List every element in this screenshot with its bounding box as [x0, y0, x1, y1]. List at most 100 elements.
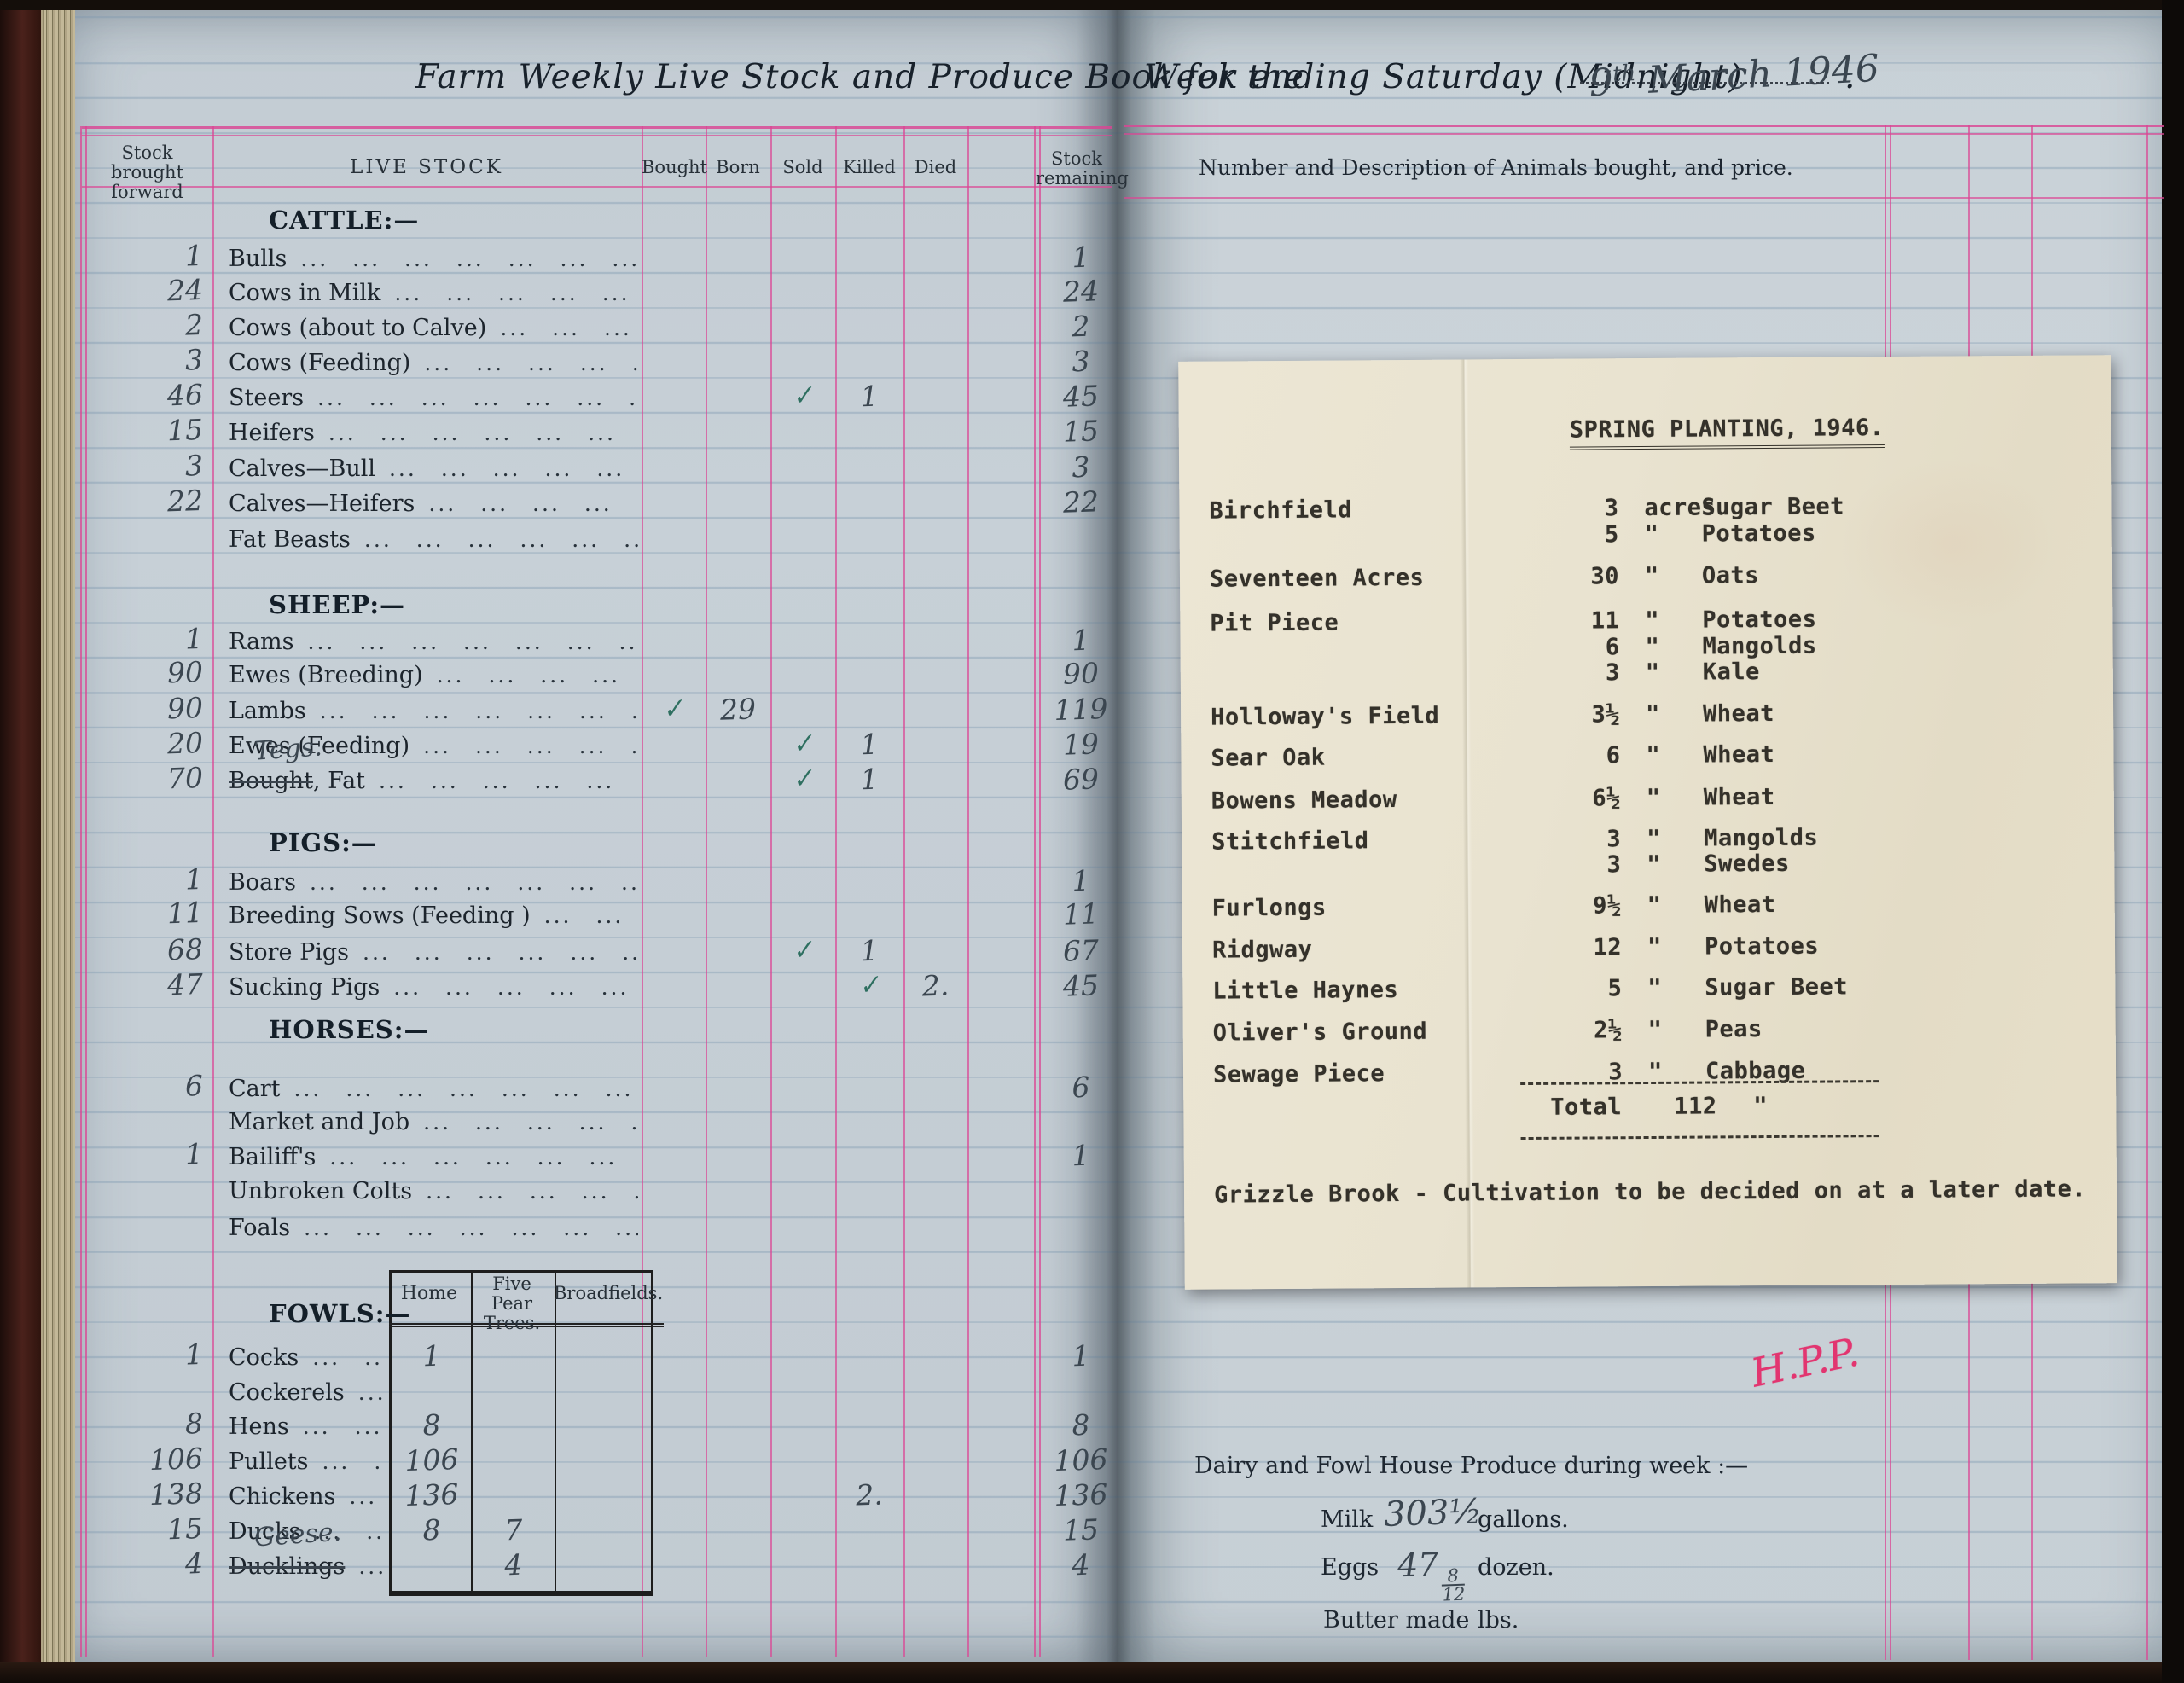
- ledger-cell-died: 2.: [921, 968, 950, 1003]
- note-unit: ": [1645, 606, 1660, 635]
- label-text: Cows (about to Calve): [229, 315, 487, 341]
- section-heading: FOWLS:—: [269, 1299, 411, 1328]
- label-text: Cockerels: [229, 1379, 345, 1406]
- dot-leader: ... ... ... ... ... ... ... ... ... ... …: [319, 699, 638, 723]
- vline-spare-left: [967, 126, 969, 1657]
- note-unit: ": [1647, 974, 1663, 1002]
- vline-money-4: [2146, 125, 2148, 1660]
- handwritten-correction: Geese.: [253, 1517, 343, 1553]
- ledger-row-label: Heifers ... ... ... ... ... ... ... ... .…: [229, 415, 638, 451]
- label-text: Hens: [229, 1413, 289, 1440]
- ledger-row-label: Ewes (Feeding) ... ... ... ... ... ... ..…: [229, 728, 638, 764]
- dot-leader: ... ... ... ... ... ... ... ... ... ... …: [312, 1345, 382, 1370]
- ledger-row-label: Sucking Pigs ... ... ... ... ... ... ... …: [229, 970, 638, 1006]
- handwritten-correction: Tegs.: [253, 732, 323, 767]
- vline-remaining-left: [1034, 126, 1041, 1657]
- note-unit: ": [1644, 520, 1659, 548]
- ledger-cell-bf: 11: [166, 895, 204, 931]
- dot-leader: ... ... ... ... ... ... ... ... ... ... …: [394, 281, 638, 305]
- colhead-killed: Killed: [843, 157, 896, 177]
- label-text: Sucking Pigs: [229, 974, 380, 1001]
- dot-leader: ... ... ... ... ... ... ... ... ... ... …: [293, 1077, 638, 1101]
- produce-heading: Dairy and Fowl House Produce during week…: [1194, 1453, 1749, 1479]
- ledger-row-label: Cows in Milk ... ... ... ... ... ... ... …: [229, 276, 638, 311]
- dot-leader: ... ... ... ... ... ... ... ... ... ... …: [363, 527, 638, 552]
- book-title-right: Week ending Saturday (Midnight): [1144, 58, 1743, 96]
- colhead-died: Died: [914, 157, 957, 177]
- produce-milk-label: Milk: [1321, 1506, 1374, 1533]
- dot-leader: ... ... ... ... ... ... ... ... ... ... …: [428, 491, 638, 516]
- ledger-row-label: Bailiff's ... ... ... ... ... ... ... ...…: [229, 1140, 638, 1175]
- dot-leader: ... ... ... ... ... ... ... ... ... ... …: [357, 1380, 382, 1405]
- ledger-row-label: Pullets ... ... ... ... ... ... ... ... .…: [229, 1444, 382, 1480]
- note-unit: ": [1646, 741, 1661, 769]
- note-field-name: Bowens Meadow: [1211, 786, 1397, 815]
- ledger-cell-home: 106: [404, 1442, 460, 1478]
- ledger-cell-killed: 1: [859, 762, 880, 797]
- label-text: Calves—Heifers: [229, 490, 415, 517]
- label-text: Steers: [229, 385, 305, 411]
- top-rule-right-2: [1124, 133, 2164, 135]
- fowl-table-divider-2: [555, 1273, 556, 1591]
- ledger-cell-bf: 1: [184, 1136, 204, 1171]
- ledger-row-label: Chickens ... ... ... ... ... ... ... ... …: [229, 1479, 382, 1515]
- note-crop: Potatoes: [1701, 519, 1816, 548]
- note-acres: 11: [1590, 607, 1620, 635]
- left-page: [75, 9, 1118, 1663]
- ledger-cell-remaining: 19: [1062, 727, 1100, 762]
- date-underline: [1580, 82, 1829, 84]
- top-rule-right: [1124, 125, 2164, 127]
- dot-leader: ... ... ... ... ... ... ... ... ... ... …: [393, 975, 638, 1000]
- section-heading: CATTLE:—: [269, 206, 420, 235]
- note-field-name: Pit Piece: [1210, 609, 1339, 637]
- colhead-bought: Bought: [642, 157, 708, 177]
- ledger-row-label: Bulls ... ... ... ... ... ... ... ... ...…: [229, 241, 638, 277]
- label-rest: , Fat: [313, 768, 366, 794]
- ledger-cell-bf: 1: [184, 1337, 204, 1372]
- note-crop: Kale: [1702, 659, 1760, 686]
- ledger-cell-bf: 15: [166, 412, 204, 448]
- dot-leader: ... ... ... ... ... ... ... ... ... ... …: [358, 1554, 382, 1579]
- note-unit: ": [1647, 933, 1662, 961]
- dot-leader: ... ... ... ... ... ... ... ... ... ... …: [302, 1414, 382, 1439]
- vline-died-left: [903, 126, 905, 1657]
- dot-leader: ... ... ... ... ... ... ... ... ... ... …: [328, 421, 638, 445]
- note-crop: Potatoes: [1702, 606, 1817, 634]
- produce-eggs-label: Eggs: [1321, 1554, 1380, 1581]
- ledger-row-label: Fat Beasts ... ... ... ... ... ... ... ..…: [229, 522, 638, 558]
- ledger-row-label: Hens ... ... ... ... ... ... ... ... ... …: [229, 1409, 382, 1445]
- section-heading: HORSES:—: [269, 1015, 430, 1044]
- note-unit: ": [1647, 891, 1662, 920]
- label-text: Cows (Feeding): [229, 350, 411, 376]
- note-field-name: Seventeen Acres: [1209, 564, 1425, 593]
- ledger-row-label: Cocks ... ... ... ... ... ... ... ... ...…: [229, 1340, 382, 1376]
- label-text: Boars: [229, 869, 296, 896]
- label-text: Cocks: [229, 1344, 299, 1371]
- note-unit: ": [1644, 562, 1659, 590]
- book-cover-top: [0, 0, 2184, 10]
- note-acres: 5: [1607, 975, 1623, 1002]
- fowl-table-header-line: [389, 1323, 664, 1327]
- note-acres: 6: [1605, 634, 1620, 661]
- note-field-name: Birchfield: [1209, 496, 1353, 525]
- label-text: Rams: [229, 629, 294, 655]
- ledger-row-label: Ducks ... ... ... ... ... ... ... ... ...…: [229, 1514, 382, 1550]
- ledger-cell-remaining: 6: [1071, 1070, 1091, 1105]
- ledger-cell-home: 8: [421, 1512, 442, 1547]
- dot-leader: ... ... ... ... ... ... ... ... ... ... …: [436, 663, 638, 688]
- note-crop: Wheat: [1703, 783, 1775, 811]
- dot-leader: ... ... ... ... ... ... ... ... ... ... …: [314, 1519, 382, 1544]
- ledger-row-label: Calves—Heifers ... ... ... ... ... ... ..…: [229, 486, 638, 522]
- note-acres: 12: [1593, 934, 1623, 961]
- ledger-cell-remaining: 11: [1062, 897, 1100, 931]
- dot-leader: ... ... ... ... ... ... ... ... ... ... …: [300, 247, 638, 271]
- ledger-cell-killed: 2.: [855, 1477, 884, 1512]
- ledger-cell-remaining: 24: [1062, 274, 1100, 309]
- note-crop: Mangolds: [1704, 824, 1819, 852]
- note-unit: ": [1646, 784, 1661, 812]
- ledger-cell-born: 29: [719, 692, 757, 727]
- ledger-cell-killed: 1: [859, 379, 880, 414]
- ledger-cell-remaining: 106: [1053, 1442, 1109, 1478]
- label-text: Breeding Sows (Feeding ): [229, 902, 531, 929]
- note-acres: 30: [1590, 563, 1620, 590]
